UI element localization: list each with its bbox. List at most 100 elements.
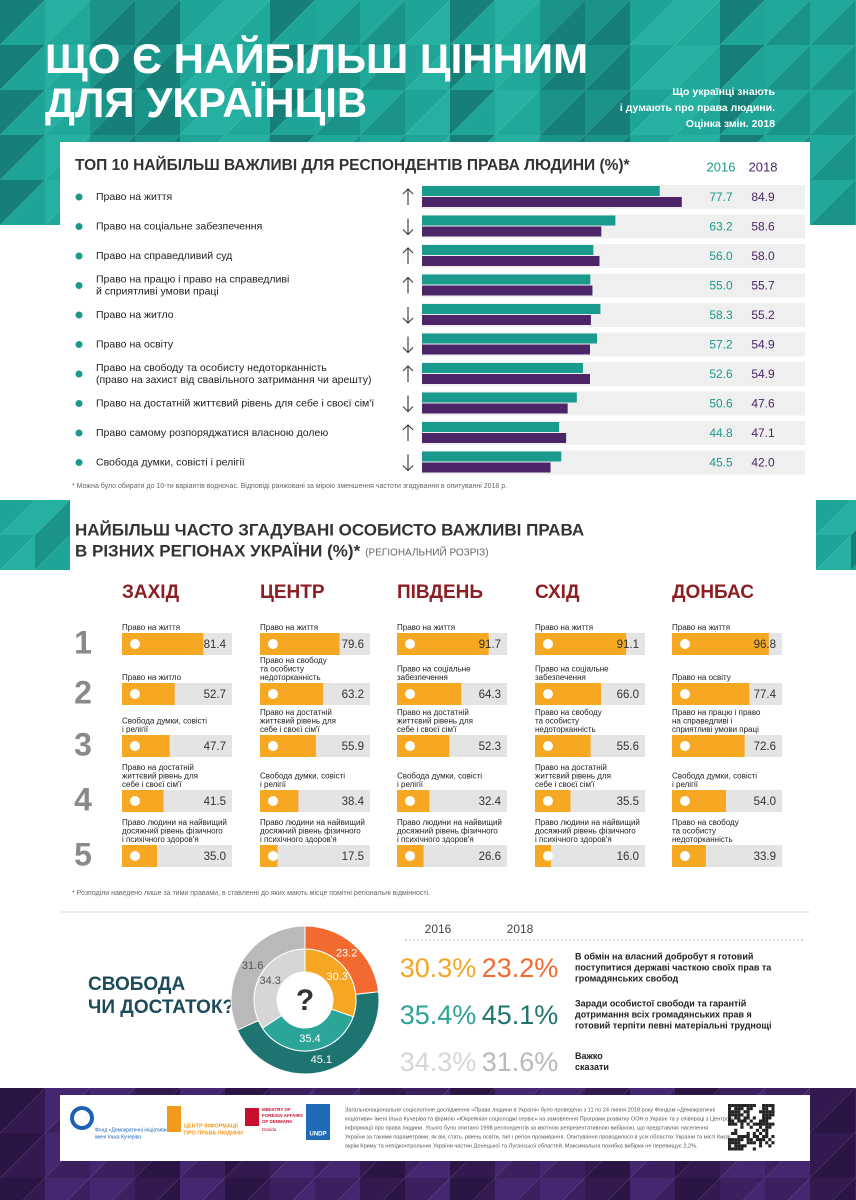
qr-cell: [755, 1135, 759, 1139]
trend-arrow: [402, 218, 414, 236]
triangle: [851, 530, 856, 535]
triangle: [585, 1178, 630, 1200]
option-text: дотримання всіх громадянських прав я: [575, 1009, 752, 1019]
value-label: 58.6: [751, 220, 775, 234]
qr-cell: [734, 1144, 738, 1148]
value-label: 77.4: [754, 689, 777, 701]
qr-cell: [734, 1110, 738, 1114]
triangle: [90, 1178, 135, 1200]
qr-cell: [746, 1122, 750, 1126]
triangle: [90, 0, 135, 45]
bar: [122, 683, 175, 705]
item-label: недоторканність: [672, 835, 733, 844]
item-label: Право на свободу: [672, 818, 739, 827]
arrow-head: [402, 276, 414, 283]
qr-cell: [728, 1119, 732, 1123]
qr-cell: [765, 1141, 769, 1145]
item-label: забезпечення: [397, 673, 448, 682]
bullet: [75, 252, 83, 260]
logo-mark: [245, 1108, 259, 1126]
qr-cell: [762, 1104, 766, 1108]
bar: [422, 403, 568, 414]
triangle: [851, 535, 856, 570]
icon: [680, 639, 690, 649]
triangle: [816, 500, 851, 535]
segment-label: 23.2: [336, 947, 357, 959]
logo-text: Danida: [262, 1127, 277, 1132]
item-label: і психічного здоров'я: [260, 835, 337, 844]
icon: [130, 639, 140, 649]
triangle: [158, 1178, 180, 1200]
qr-cell: [740, 1138, 744, 1142]
triangle: [810, 1178, 855, 1200]
triangle: [45, 0, 90, 45]
logo-mark: [70, 1106, 94, 1130]
value-label: 52.7: [204, 689, 226, 701]
triangle: [360, 45, 405, 90]
qr-cell: [749, 1141, 753, 1145]
bar: [672, 633, 769, 655]
bullet: [75, 282, 83, 289]
qr-cell: [737, 1104, 741, 1108]
triangle: [810, 1088, 855, 1133]
triangle: [180, 90, 225, 135]
triangle: [630, 45, 675, 90]
item-label: Право на життя: [535, 623, 593, 632]
qr-cell: [728, 1113, 732, 1117]
bar: [672, 735, 745, 757]
item-label: Право на соціальне: [535, 665, 609, 674]
value-label: 56.0: [709, 249, 733, 263]
bar-track: [397, 845, 507, 867]
item-label: Право на життя: [397, 623, 455, 632]
triangle: [0, 180, 45, 225]
item-label: Право на соціальне: [397, 665, 471, 674]
value-label: 84.9: [751, 190, 775, 204]
triangle: [90, 45, 135, 90]
qr-cell: [749, 1138, 753, 1142]
triangle: [585, 45, 630, 90]
qr-cell: [737, 1138, 741, 1142]
bullet: [75, 400, 83, 407]
triangle: [180, 45, 225, 90]
value-label: 77.7: [709, 190, 733, 204]
bar: [260, 633, 340, 655]
qr-cell: [743, 1135, 747, 1139]
option-text: громадянських свобод: [575, 973, 679, 983]
triangle: [810, 1133, 855, 1178]
bullet: [75, 193, 83, 201]
segment-label: 45.1: [311, 1054, 332, 1066]
bar: [122, 790, 164, 812]
qr-cell: [759, 1125, 763, 1129]
triangle: [0, 1088, 45, 1133]
qr-cell: [734, 1147, 738, 1151]
value-label: 91.1: [617, 639, 639, 651]
qr-cell: [759, 1110, 763, 1114]
item-label: Право людини на найвищий: [260, 818, 365, 827]
arrow-head: [402, 365, 414, 372]
triangle: [765, 45, 810, 90]
triangle: [473, 1178, 495, 1200]
qr-cell: [728, 1141, 732, 1145]
option-text: В обмін на власний добробут я готовий: [575, 951, 753, 961]
qr-cell: [765, 1113, 769, 1117]
qr-cell: [762, 1135, 766, 1139]
value-label: 45.5: [709, 456, 733, 470]
triangle: [743, 1178, 765, 1200]
triangle: [450, 90, 495, 135]
triangle: [675, 0, 720, 45]
icon: [543, 639, 553, 649]
row-label: Право на житло: [96, 309, 174, 321]
bar: [422, 333, 598, 344]
triangle: [45, 1178, 90, 1200]
qr-cell: [740, 1125, 744, 1129]
row-label: Право на достатній життєвий рівень для с…: [96, 397, 374, 409]
year-label: 2018: [507, 922, 534, 936]
value-label: 79.6: [342, 639, 364, 651]
row-label: й сприятливі умови праці: [96, 285, 219, 297]
bar: [422, 274, 591, 285]
triangle: [360, 0, 405, 45]
bar: [422, 226, 602, 237]
arrow-head: [402, 229, 414, 236]
triangle: [540, 90, 585, 135]
